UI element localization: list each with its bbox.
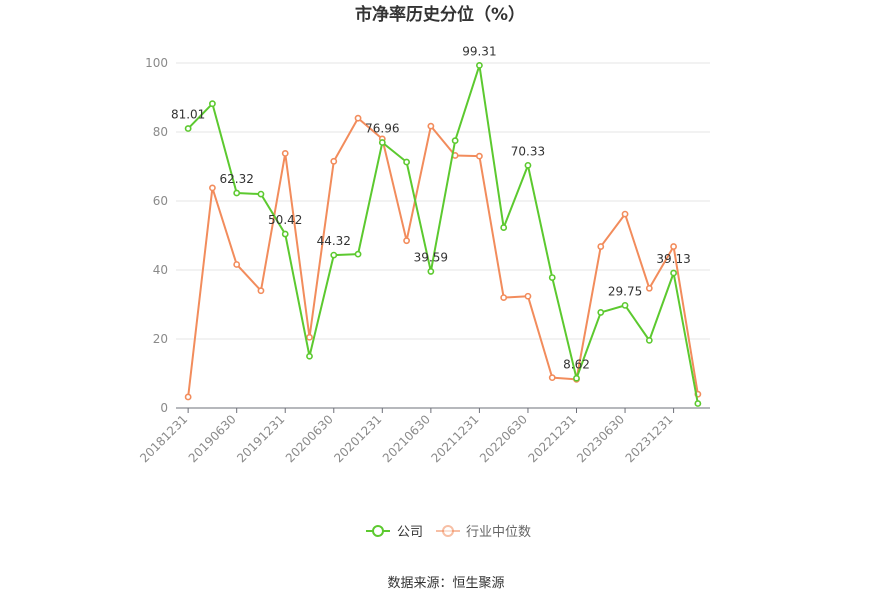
data-point bbox=[694, 400, 702, 407]
data-source-note: 数据来源：恒生聚源 bbox=[387, 576, 504, 591]
x-tick-label: 20230630 bbox=[574, 412, 627, 465]
data-point bbox=[427, 122, 435, 130]
data-label: 39.13 bbox=[656, 252, 690, 266]
data-point bbox=[306, 352, 313, 360]
x-axis: 2018123120190630201912312020063020201231… bbox=[137, 407, 710, 465]
chart-title: 市净率历史分位（%） bbox=[355, 4, 525, 25]
data-point bbox=[621, 301, 629, 309]
data-point bbox=[281, 149, 289, 157]
data-point bbox=[306, 333, 313, 341]
data-point bbox=[209, 184, 216, 192]
data-label: 99.31 bbox=[462, 44, 496, 58]
y-tick-label: 0 bbox=[160, 401, 168, 415]
data-label: 81.01 bbox=[171, 108, 205, 122]
legend-label-industry-median: 行业中位数 bbox=[466, 525, 531, 540]
data-point bbox=[184, 125, 192, 132]
x-tick-label: 20190630 bbox=[186, 412, 239, 465]
data-point bbox=[645, 284, 653, 292]
data-label: 50.42 bbox=[268, 213, 302, 227]
data-label: 70.33 bbox=[511, 144, 545, 158]
data-point bbox=[645, 336, 653, 344]
legend-marker-company bbox=[372, 525, 384, 537]
data-point bbox=[427, 268, 435, 275]
data-point bbox=[621, 210, 629, 218]
data-point bbox=[378, 139, 386, 146]
series-industry-median bbox=[184, 114, 702, 401]
data-point bbox=[573, 374, 580, 382]
x-tick-label: 20191231 bbox=[234, 412, 287, 465]
data-point bbox=[209, 100, 216, 108]
x-tick-label: 20181231 bbox=[137, 412, 190, 465]
data-label: 76.96 bbox=[365, 121, 399, 135]
legend-item-company[interactable]: 公司 bbox=[366, 525, 423, 540]
x-tick-label: 20210630 bbox=[380, 412, 433, 465]
data-point bbox=[597, 243, 605, 250]
data-label: 39.59 bbox=[414, 250, 448, 264]
data-point bbox=[500, 224, 508, 231]
y-axis: 0 20 40 60 80 100 bbox=[145, 56, 168, 415]
legend-label-company: 公司 bbox=[397, 525, 423, 540]
x-tick-label: 20220630 bbox=[477, 412, 530, 465]
data-point bbox=[257, 190, 265, 198]
data-point bbox=[403, 158, 410, 166]
x-tick-label: 20200630 bbox=[283, 412, 336, 465]
data-point bbox=[500, 294, 508, 301]
y-tick-label: 20 bbox=[153, 332, 168, 346]
y-tick-label: 40 bbox=[153, 263, 168, 277]
data-point bbox=[354, 250, 362, 258]
data-point bbox=[548, 274, 556, 281]
data-point bbox=[257, 287, 265, 295]
data-point bbox=[354, 114, 362, 122]
series-layer bbox=[184, 61, 702, 407]
data-point bbox=[670, 243, 677, 250]
data-point bbox=[330, 251, 338, 259]
legend-marker-industry-median bbox=[442, 525, 454, 537]
data-point bbox=[524, 292, 532, 300]
data-point bbox=[184, 393, 192, 401]
data-label: 44.32 bbox=[317, 234, 351, 248]
data-labels: 81.01 62.32 50.42 44.32 76.96 39.59 99.31 70.33… bbox=[171, 44, 691, 371]
legend: 公司 行业中位数 bbox=[366, 525, 531, 540]
legend-item-industry-median[interactable]: 行业中位数 bbox=[436, 525, 531, 540]
data-point bbox=[403, 237, 410, 245]
data-point bbox=[670, 269, 677, 277]
data-point bbox=[451, 137, 459, 145]
series-line bbox=[187, 117, 699, 398]
y-tick-label: 60 bbox=[153, 194, 168, 208]
series-company bbox=[184, 61, 702, 407]
x-tick-label: 20231231 bbox=[623, 412, 676, 465]
data-label: 29.75 bbox=[608, 284, 642, 298]
data-label: 8.62 bbox=[563, 357, 590, 371]
data-point bbox=[233, 189, 241, 197]
y-tick-label: 80 bbox=[153, 125, 168, 139]
x-tick-label: 20221231 bbox=[526, 412, 579, 465]
data-point bbox=[233, 261, 241, 268]
data-point bbox=[330, 157, 338, 165]
y-tick-label: 100 bbox=[145, 56, 168, 70]
data-label: 62.32 bbox=[220, 172, 254, 186]
data-point bbox=[476, 152, 483, 160]
data-point bbox=[281, 230, 289, 238]
data-point bbox=[548, 374, 556, 382]
series-line bbox=[187, 64, 699, 404]
x-tick-label: 20201231 bbox=[331, 412, 384, 465]
data-point bbox=[476, 61, 483, 69]
data-point bbox=[524, 161, 532, 169]
data-point bbox=[597, 309, 605, 316]
x-tick-label: 20211231 bbox=[428, 412, 481, 465]
